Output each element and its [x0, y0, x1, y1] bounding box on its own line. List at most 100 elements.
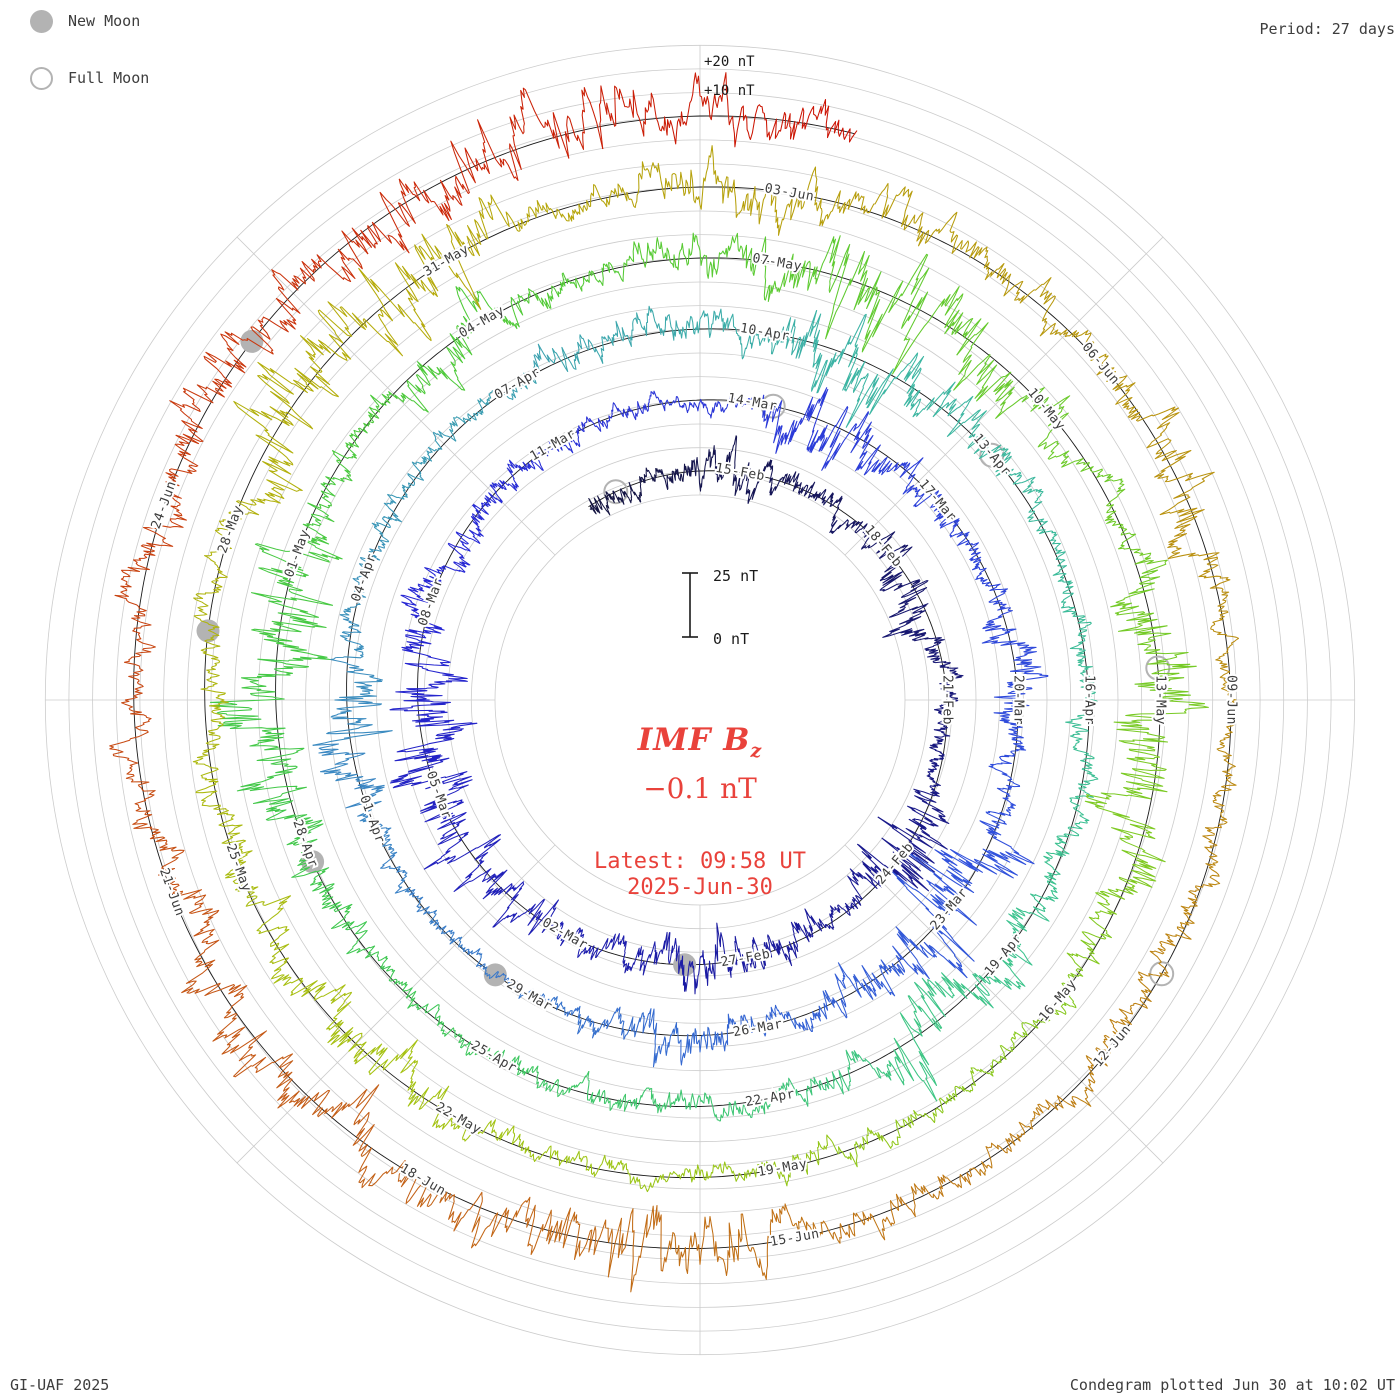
bz-trace-segment — [346, 921, 389, 969]
bz-trace-segment — [935, 1067, 977, 1114]
bz-trace-segment — [462, 948, 499, 979]
date-label: 29-Mar — [504, 977, 555, 1015]
bz-trace-segment — [169, 380, 227, 445]
bz-trace-segment — [236, 747, 307, 805]
bz-trace-segment — [716, 392, 753, 413]
bz-trace-segment — [125, 765, 156, 830]
bz-trace-segment — [623, 237, 675, 269]
bz-trace-segment — [1100, 749, 1168, 800]
date-label: 21-Feb — [939, 675, 954, 725]
bz-trace-segment — [209, 699, 286, 751]
bz-trace-segment — [398, 140, 476, 222]
bz-trace-segment — [1077, 655, 1097, 701]
bz-trace-segment — [801, 98, 858, 143]
bz-trace-segment — [723, 1100, 772, 1119]
bz-trace-segment — [312, 743, 366, 782]
date-label: 16-Apr — [1081, 675, 1096, 725]
bz-trace-segment — [1018, 1095, 1077, 1136]
bz-trace-segment — [401, 629, 451, 668]
grid-spoke — [236, 844, 556, 1164]
bz-trace-segment — [407, 567, 444, 599]
bz-trace-segment — [400, 594, 445, 634]
bz-trace-segment — [1061, 952, 1100, 1009]
bz-trace-segment — [1080, 901, 1117, 960]
bz-trace-segment — [726, 1161, 785, 1182]
bz-trace-segment — [1110, 598, 1172, 649]
bz-trace-segment — [869, 352, 925, 415]
bz-trace-segment — [876, 544, 913, 582]
bz-trace-segment — [240, 654, 331, 701]
moon-markers — [196, 329, 1175, 987]
bz-trace-segment — [257, 361, 339, 430]
bz-trace-segment — [807, 406, 858, 471]
bz-trace-segment — [389, 699, 478, 731]
bz-trace-segment — [910, 1168, 973, 1200]
bz-trace-segment — [1043, 833, 1070, 877]
bz-trace-segment — [1001, 907, 1033, 966]
bz-trace-segment — [1117, 545, 1168, 600]
bz-trace-segment — [453, 834, 502, 893]
bz-trace-segment — [783, 1134, 833, 1187]
bz-trace-segment — [212, 1008, 268, 1078]
latest-date-line: 2025-Jun-30 — [627, 875, 773, 901]
bz-trace-segment — [725, 232, 773, 303]
bz-trace-segment — [581, 408, 614, 432]
bz-trace-segment — [291, 502, 343, 563]
bz-trace-segment — [380, 851, 411, 894]
bz-trace-segment — [606, 1204, 669, 1293]
bz-trace-segment — [109, 699, 152, 767]
bz-trace-segment — [433, 919, 466, 952]
date-label: 13-May — [1152, 675, 1167, 725]
full-moon-marker — [1145, 655, 1171, 681]
bz-trace-segment — [809, 310, 867, 394]
bz-trace-segment — [1074, 1038, 1111, 1107]
bz-trace-segment — [924, 642, 959, 672]
bz-trace-segment — [358, 539, 386, 578]
full-moon-marker — [603, 479, 629, 505]
bz-trace-segment — [877, 816, 936, 892]
bz-trace-segment — [882, 625, 945, 644]
date-label: 15-Feb — [714, 461, 766, 484]
bz-trace-segment — [851, 1037, 915, 1086]
bz-trace-segment — [345, 778, 385, 823]
bz-trace-segment — [786, 166, 851, 227]
bz-trace-segment — [721, 313, 766, 360]
bz-trace-segment — [1167, 523, 1222, 579]
bz-trace-segment — [934, 848, 1027, 879]
bz-trace-segment — [527, 272, 578, 309]
bz-trace-segment — [307, 460, 353, 509]
bz-trace-segment — [970, 1132, 1024, 1176]
bz-trace-segment — [713, 435, 738, 497]
bz-trace-segment — [732, 104, 805, 148]
bz-trace-segment — [757, 1004, 798, 1037]
bz-trace-segment — [745, 934, 776, 970]
bz-trace-segment — [477, 385, 520, 406]
bz-trace-segment — [971, 559, 1005, 592]
bz-trace-segment — [1129, 406, 1192, 462]
bz-trace-segment — [394, 728, 464, 763]
bz-trace-segment — [1154, 455, 1215, 527]
date-label: 07-May — [751, 251, 803, 274]
bz-trace-segment — [952, 409, 1002, 460]
bz-trace-segment — [419, 784, 469, 830]
date-label: 06-Jun — [1079, 340, 1123, 388]
bz-trace-segment — [132, 509, 187, 571]
bz-trace-segment — [813, 1049, 856, 1095]
bz-trace-segment — [367, 819, 398, 854]
bz-trace-segment — [114, 566, 152, 635]
bz-trace-segment — [265, 798, 324, 846]
latest-timestamp: Latest: 09:58 UT 2025-Jun-30 — [0, 849, 1400, 901]
bz-trace-segment — [1003, 277, 1056, 337]
imf-bz-trace — [109, 72, 1240, 1293]
bz-trace-segment — [255, 1053, 331, 1109]
bz-trace-segment — [981, 627, 1037, 663]
bz-trace-segment — [659, 463, 688, 491]
bz-trace-segment — [291, 838, 335, 892]
bz-trace-segment — [679, 1026, 721, 1066]
bz-trace-segment — [903, 211, 963, 254]
bz-trace-segment — [770, 1077, 816, 1107]
bz-trace-segment — [1209, 576, 1237, 638]
bz-trace-segment — [888, 587, 929, 627]
bz-trace-segment — [407, 1081, 456, 1130]
